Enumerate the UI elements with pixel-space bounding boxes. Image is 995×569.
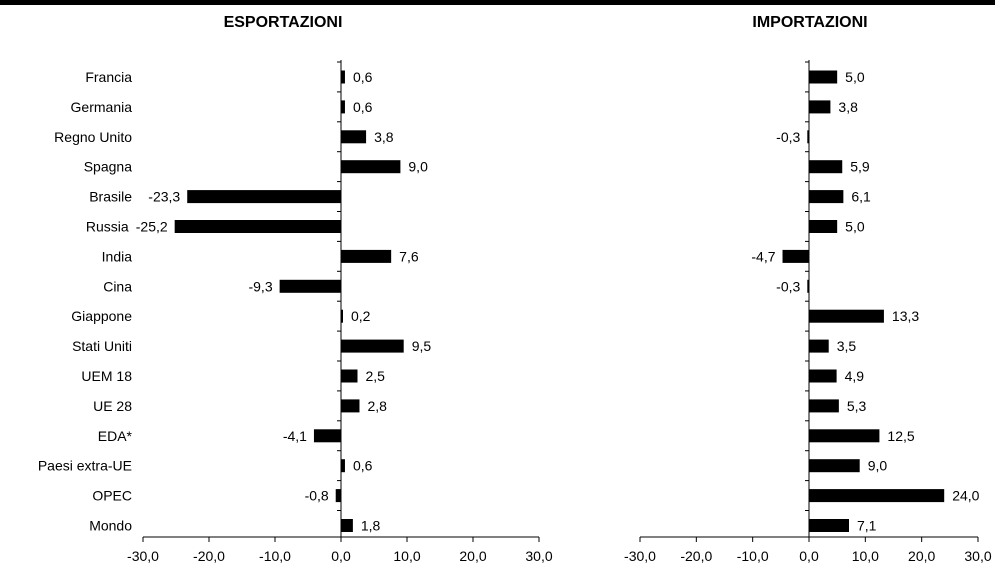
export-x-tick-label: -30,0 [127, 548, 159, 564]
export-value-label: 7,6 [399, 248, 419, 264]
import-value-label: 13,3 [892, 308, 919, 324]
export-bar [187, 190, 341, 204]
category-label: Regno Unito [54, 129, 132, 145]
import-value-label: 5,9 [850, 159, 870, 175]
import-bar [809, 70, 838, 84]
import-bar [809, 100, 831, 114]
import-value-label: -0,3 [776, 129, 800, 145]
import-value-label: 5,0 [845, 219, 865, 235]
import-value-label: 4,9 [845, 368, 865, 384]
import-x-tick-label: -20,0 [680, 548, 712, 564]
export-value-label: 9,0 [408, 159, 428, 175]
import-bar [809, 489, 945, 503]
export-bar [174, 220, 341, 233]
import-bar [809, 519, 849, 532]
category-label: Mondo [89, 518, 132, 534]
export-value-label: 1,8 [361, 518, 381, 534]
import-value-label: -4,7 [751, 248, 775, 264]
export-bar [341, 70, 345, 84]
import-x-tick-label: 10,0 [852, 548, 879, 564]
category-label: India [102, 248, 133, 264]
export-value-label: -25,2 [136, 219, 168, 235]
export-value-label: 9,5 [412, 338, 432, 354]
export-value-label: -4,1 [283, 428, 307, 444]
import-value-label: 3,8 [838, 99, 858, 115]
export-bar [341, 309, 343, 323]
top-rule [0, 0, 995, 5]
export-value-label: 2,8 [367, 398, 387, 414]
export-x-tick-label: 30,0 [525, 548, 552, 564]
export-x-tick-label: -10,0 [259, 548, 291, 564]
category-label: Germania [71, 99, 133, 115]
import-value-label: 9,0 [868, 458, 888, 474]
category-label: OPEC [92, 488, 132, 504]
export-x-tick-label: 0,0 [331, 548, 351, 564]
import-value-label: 3,5 [837, 338, 857, 354]
import-bar [809, 459, 860, 473]
export-bar [341, 100, 345, 114]
import-bar [809, 160, 843, 174]
import-x-tick-label: -10,0 [737, 548, 769, 564]
export-value-label: -0,8 [305, 488, 329, 504]
export-bar [341, 249, 392, 263]
category-label: Spagna [84, 159, 132, 175]
category-label: EDA* [98, 428, 133, 444]
export-x-tick-label: -20,0 [193, 548, 225, 564]
import-x-tick-label: 0,0 [799, 548, 819, 564]
import-bar [782, 249, 809, 263]
category-label: Brasile [89, 189, 132, 205]
export-bar [341, 519, 353, 532]
import-bar [809, 220, 838, 233]
export-bar [341, 130, 367, 144]
import-value-label: -0,3 [776, 278, 800, 294]
import-value-label: 5,3 [847, 398, 867, 414]
import-bar [809, 309, 884, 323]
category-label: Giappone [71, 308, 132, 324]
import-value-label: 12,5 [887, 428, 914, 444]
category-label: UE 28 [93, 398, 132, 414]
export-x-tick-label: 10,0 [393, 548, 420, 564]
export-value-label: 3,8 [374, 129, 394, 145]
category-label: Paesi extra-UE [38, 458, 132, 474]
export-value-label: 0,6 [353, 69, 373, 85]
import-bar [809, 369, 837, 383]
export-bar [279, 279, 341, 293]
import-chart-title: IMPORTAZIONI [752, 14, 867, 31]
export-value-label: -9,3 [248, 278, 272, 294]
import-value-label: 24,0 [952, 488, 979, 504]
category-label: Russia [86, 219, 129, 235]
category-label: Stati Uniti [72, 338, 132, 354]
export-bar [341, 339, 404, 353]
import-bar [809, 190, 844, 204]
export-bar [341, 160, 401, 174]
import-bar [807, 130, 810, 144]
category-label: Francia [85, 69, 132, 85]
category-label: Cina [103, 278, 132, 294]
import-value-label: 6,1 [851, 189, 871, 205]
export-value-label: 0,6 [353, 99, 373, 115]
import-x-tick-label: 30,0 [964, 548, 991, 564]
import-bar [809, 399, 839, 413]
import-bar [809, 429, 880, 443]
export-bar [335, 489, 341, 503]
category-label: UEM 18 [81, 368, 132, 384]
export-value-label: 2,5 [366, 368, 386, 384]
import-bar [809, 339, 829, 353]
export-value-label: 0,6 [353, 458, 373, 474]
export-value-label: 0,2 [351, 308, 371, 324]
export-chart-title: ESPORTAZIONI [224, 14, 343, 31]
import-x-tick-label: -30,0 [624, 548, 656, 564]
export-bar [313, 429, 341, 443]
export-bar [341, 399, 360, 413]
import-value-label: 5,0 [845, 69, 865, 85]
export-bar [341, 459, 345, 473]
export-value-label: -23,3 [148, 189, 180, 205]
export-bar [341, 369, 358, 383]
import-x-tick-label: 20,0 [908, 548, 935, 564]
import-value-label: 7,1 [857, 518, 877, 534]
export-x-tick-label: 20,0 [459, 548, 486, 564]
import-bar [807, 279, 810, 293]
